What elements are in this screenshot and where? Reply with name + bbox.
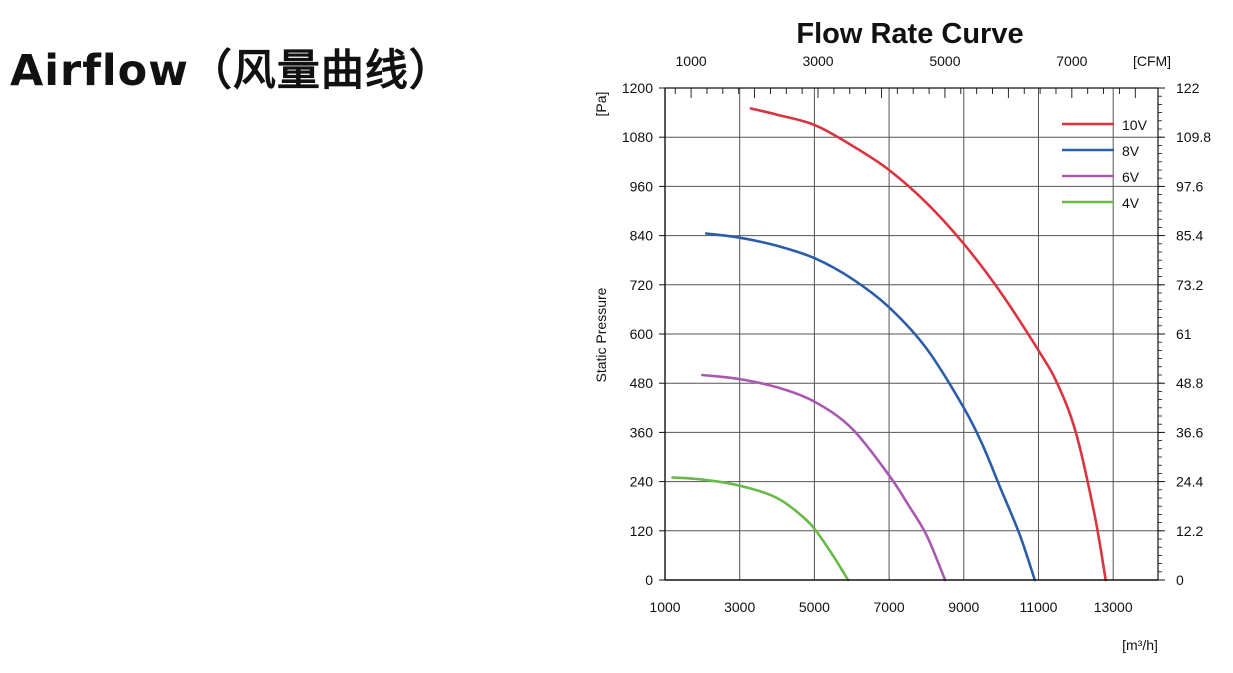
y-tick-label: 600 <box>630 326 654 342</box>
series-line-8v <box>704 232 1037 582</box>
top-tick-label: 1000 <box>676 53 707 69</box>
top-tick-label: 7000 <box>1056 53 1087 69</box>
y-axis-unit: [Pa] <box>593 92 609 117</box>
y-tick-label: 1200 <box>622 80 653 96</box>
right-tick-label: 61 <box>1176 326 1192 342</box>
x-tick-label: 13000 <box>1094 599 1133 615</box>
y-tick-label: 480 <box>630 375 654 391</box>
right-tick-label: 24.4 <box>1176 474 1203 490</box>
legend-label-10v: 10V <box>1122 117 1148 133</box>
right-tick-label: 48.8 <box>1176 375 1203 391</box>
page-heading: Airflow（风量曲线） <box>10 46 453 96</box>
y-tick-label: 1080 <box>622 129 653 145</box>
y-axis-label: Static Pressure <box>593 287 609 382</box>
top-tick-label: 5000 <box>929 53 960 69</box>
x-tick-label: 3000 <box>724 599 755 615</box>
x-tick-label: 7000 <box>874 599 905 615</box>
x-tick-label: 5000 <box>799 599 830 615</box>
legend-label-8v: 8V <box>1122 143 1140 159</box>
right-tick-label: 36.6 <box>1176 424 1203 440</box>
legend-label-6v: 6V <box>1122 169 1140 185</box>
y-tick-label: 720 <box>630 277 654 293</box>
top-tick-label: 3000 <box>802 53 833 69</box>
right-tick-label: 97.6 <box>1176 178 1203 194</box>
x-tick-label: 9000 <box>948 599 979 615</box>
right-tick-label: 12.2 <box>1176 523 1203 539</box>
x-axis-unit: [m³/h] <box>1122 637 1158 653</box>
chart-legend: 10V 8V 6V 4V <box>1062 117 1148 211</box>
right-tick-label: 73.2 <box>1176 277 1203 293</box>
chart-title: Flow Rate Curve <box>796 18 1023 50</box>
chart-series <box>671 107 1107 582</box>
chart-axes: 0 0 120 12.2 240 24.4 360 36.6 480 48.8 600 61 720 73… <box>593 53 1211 653</box>
y-tick-label: 120 <box>630 523 654 539</box>
y-tick-label: 360 <box>630 424 654 440</box>
right-tick-label: 0 <box>1176 572 1184 588</box>
right-tick-label: 109.8 <box>1176 129 1211 145</box>
y-tick-label: 240 <box>630 474 654 490</box>
legend-label-4v: 4V <box>1122 195 1140 211</box>
top-axis-unit: [CFM] <box>1133 53 1171 69</box>
series-line-10v <box>749 107 1107 582</box>
y-tick-label: 960 <box>630 178 654 194</box>
right-tick-label: 122 <box>1176 80 1200 96</box>
series-line-4v <box>671 476 850 582</box>
x-tick-label: 1000 <box>649 599 680 615</box>
right-tick-label: 85.4 <box>1176 228 1203 244</box>
y-tick-label: 840 <box>630 228 654 244</box>
series-line-6v <box>701 373 947 582</box>
x-tick-label: 11000 <box>1020 599 1058 615</box>
y-tick-label: 0 <box>645 572 653 588</box>
chart-grid <box>665 87 1158 581</box>
